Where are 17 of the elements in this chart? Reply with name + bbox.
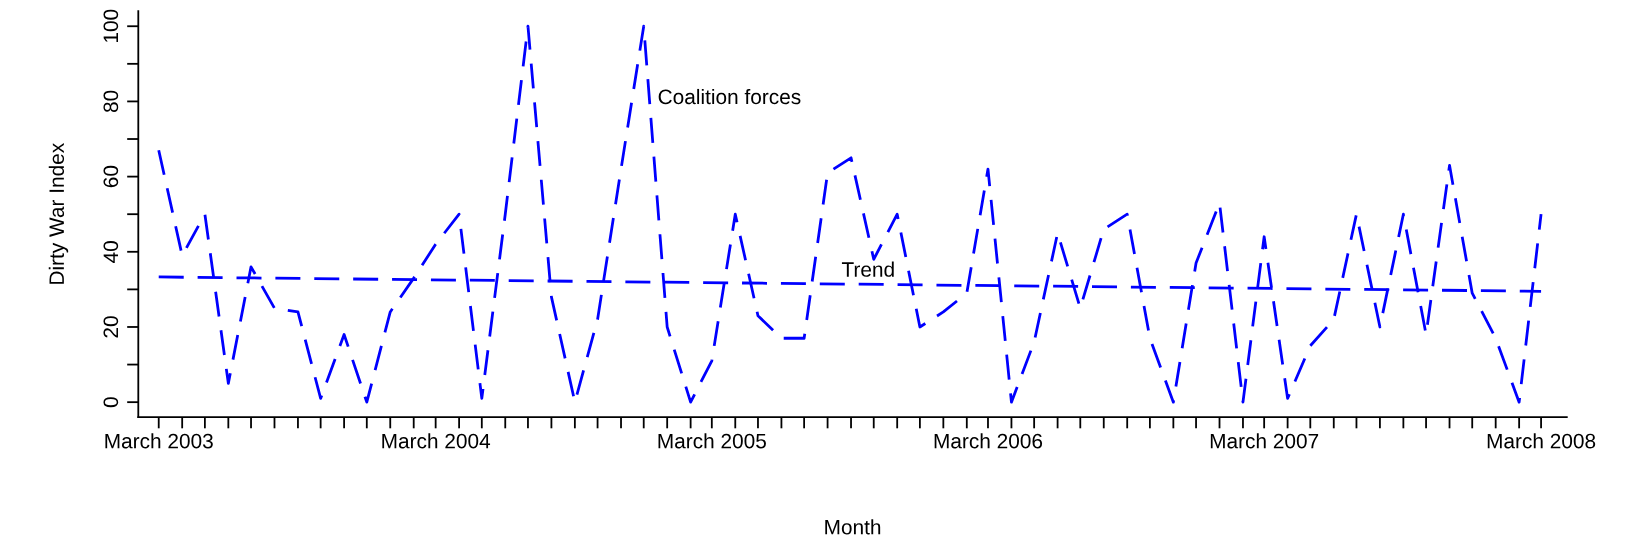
x-tick-label: March 2006 [934,433,1043,449]
x-axis-title: Month [825,519,881,535]
y-tick-label: 100 [103,9,119,43]
annotation: Coalition forces [658,88,801,105]
line-series [157,24,1543,404]
annotation: Trend [841,261,894,277]
y-tick-label: 0 [103,397,119,408]
y-tick-label: 20 [103,316,119,338]
x-tick-label: March 2008 [1487,433,1596,449]
y-tick-label: 60 [103,165,119,188]
y-tick-label: 80 [103,90,119,113]
x-tick-label: March 2004 [382,433,491,449]
x-tick-label: March 2007 [1210,433,1319,449]
x-tick-label: March 2003 [105,433,213,449]
x-tick-label: March 2005 [658,433,766,449]
y-tick-label: 40 [103,241,119,263]
y-axis-title: Dirty War Index [48,143,69,284]
